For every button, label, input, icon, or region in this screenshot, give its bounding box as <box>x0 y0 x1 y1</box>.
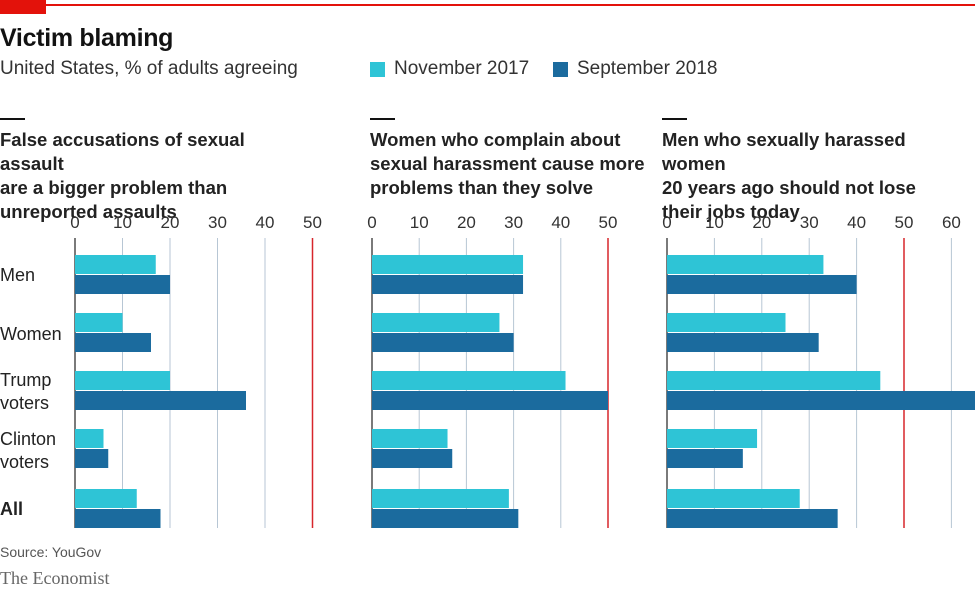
category-label-clinton-voters: Clinton voters <box>0 428 56 474</box>
category-label-trump-voters: Trump voters <box>0 369 51 415</box>
panel-2-title-line: Women who complain about <box>370 129 621 150</box>
brand-red-rule <box>46 4 975 6</box>
panel-3-title-line: 20 years ago should not lose <box>662 177 916 198</box>
panel-2-title: Women who complain about sexual harassme… <box>370 128 670 200</box>
legend-label-sep-2018: September 2018 <box>577 58 718 79</box>
bar-nov-2017 <box>372 255 524 274</box>
category-label-line: Men <box>0 265 36 285</box>
bar-nov-2017 <box>75 489 137 508</box>
category-label-line: Clinton <box>0 429 57 449</box>
tick-label: 30 <box>504 213 523 232</box>
bar-sep-2018 <box>372 333 514 352</box>
tick-label: 0 <box>70 213 79 232</box>
category-label-line: voters <box>0 393 50 413</box>
panel-2-title-line: sexual harassment cause more <box>370 153 645 174</box>
panel-1-title-line: False accusations of sexual assault <box>0 129 245 174</box>
category-label-line: Trump <box>0 370 52 390</box>
panel-2-rule <box>370 118 395 120</box>
legend-item-nov-2017: November 2017 <box>370 58 529 80</box>
chart-subtitle: United States, % of adults agreeing <box>0 58 298 79</box>
bar-sep-2018 <box>75 509 161 528</box>
tick-label: 0 <box>367 213 376 232</box>
category-label-line: voters <box>0 452 50 472</box>
legend-swatch-sep-2018 <box>553 61 568 77</box>
bar-sep-2018 <box>667 275 857 294</box>
legend-item-sep-2018: September 2018 <box>553 58 718 80</box>
panel-1-title-line: are a bigger problem than <box>0 177 228 198</box>
panel-3-title-line: Men who sexually harassed women <box>662 129 906 174</box>
bar-sep-2018 <box>75 275 170 294</box>
legend-label-nov-2017: November 2017 <box>394 58 530 79</box>
panel-1-title-line: unreported assaults <box>0 201 177 222</box>
category-label-line: All <box>0 499 24 519</box>
category-label-all: All <box>0 498 23 521</box>
tick-label: 60 <box>942 213 961 232</box>
source-note: Source: YouGov <box>0 544 102 560</box>
tick-label: 10 <box>113 213 132 232</box>
tick-label: 40 <box>847 213 866 232</box>
chart-title: Victim blaming <box>0 24 174 52</box>
tick-label: 30 <box>800 213 819 232</box>
tick-label: 50 <box>895 213 914 232</box>
bar-sep-2018 <box>667 509 838 528</box>
tick-label: 20 <box>752 213 771 232</box>
bar-sep-2018 <box>75 333 151 352</box>
bar-nov-2017 <box>667 489 800 508</box>
brand-red-tab <box>0 0 46 14</box>
bar-nov-2017 <box>667 313 786 332</box>
category-label-women: Women <box>0 323 62 346</box>
brand-logo-text: The Economist <box>0 568 110 588</box>
tick-label: 50 <box>303 213 322 232</box>
bar-sep-2018 <box>667 449 743 468</box>
category-label-line: Women <box>0 324 62 344</box>
tick-label: 40 <box>551 213 570 232</box>
bar-nov-2017 <box>75 255 156 274</box>
bar-nov-2017 <box>75 429 104 448</box>
bar-sep-2018 <box>372 449 453 468</box>
bar-sep-2018 <box>372 391 608 410</box>
tick-label: 50 <box>599 213 618 232</box>
bar-nov-2017 <box>667 255 824 274</box>
bar-nov-2017 <box>667 371 881 390</box>
panel-1-title: False accusations of sexual assault are … <box>0 128 300 224</box>
tick-label: 20 <box>457 213 476 232</box>
bar-sep-2018 <box>372 509 519 528</box>
tick-label: 10 <box>410 213 429 232</box>
bar-nov-2017 <box>372 371 566 390</box>
panel-3-title: Men who sexually harassed women 20 years… <box>662 128 962 224</box>
category-label-men: Men <box>0 264 35 287</box>
tick-label: 30 <box>208 213 227 232</box>
bar-sep-2018 <box>667 391 975 410</box>
bar-nov-2017 <box>372 313 500 332</box>
bar-nov-2017 <box>372 429 448 448</box>
panel-3-rule <box>662 118 687 120</box>
tick-label: 40 <box>256 213 275 232</box>
panel-1-rule <box>0 118 25 120</box>
bar-sep-2018 <box>667 333 819 352</box>
panel-3-title-line: their jobs today <box>662 201 800 222</box>
bar-nov-2017 <box>667 429 758 448</box>
bar-sep-2018 <box>75 449 109 468</box>
bar-sep-2018 <box>372 275 524 294</box>
panel-2-title-line: problems than they solve <box>370 177 594 198</box>
bar-sep-2018 <box>75 391 246 410</box>
tick-label: 10 <box>705 213 724 232</box>
bar-nov-2017 <box>372 489 509 508</box>
tick-label: 20 <box>161 213 180 232</box>
bar-nov-2017 <box>75 371 170 390</box>
bar-nov-2017 <box>75 313 123 332</box>
tick-label: 0 <box>662 213 671 232</box>
legend-swatch-nov-2017 <box>370 61 385 77</box>
